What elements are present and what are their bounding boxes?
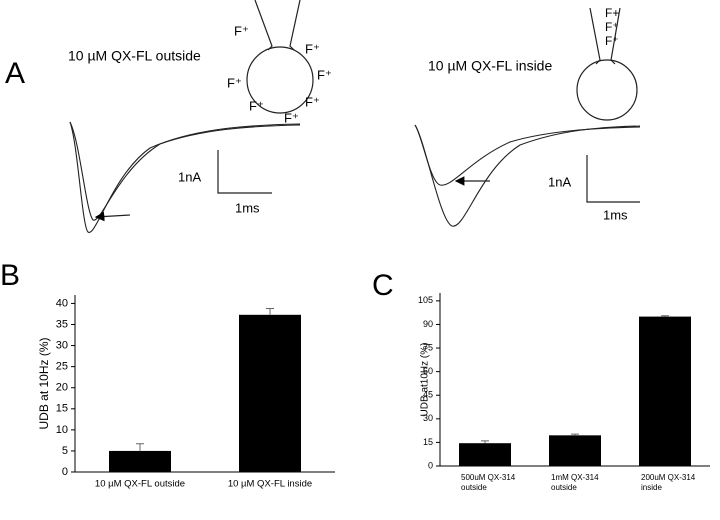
y-tick-label: 75 xyxy=(423,342,433,352)
x-tick-label: outside xyxy=(461,483,487,492)
bar xyxy=(459,443,511,466)
error-bar xyxy=(136,443,144,451)
f-label: F+ xyxy=(605,6,619,20)
x-tick-label: 500uM QX-314 xyxy=(461,473,516,482)
f-label: F⁺ xyxy=(305,41,320,56)
x-tick-label: 1mM QX-314 xyxy=(551,473,599,482)
error-bar xyxy=(266,307,274,315)
panel-label: A xyxy=(5,57,25,90)
y-tick-label: 10 xyxy=(56,424,68,436)
bar xyxy=(239,314,301,472)
f-label: F⁺ xyxy=(605,20,619,34)
f-label: F⁺ xyxy=(305,94,320,109)
f-label: F⁺ xyxy=(249,98,264,113)
y-tick-label: 20 xyxy=(56,382,68,394)
y-tick-label: 35 xyxy=(56,318,68,330)
y-tick-label: 105 xyxy=(418,295,433,305)
x-tick-label: inside xyxy=(641,483,662,492)
error-bar xyxy=(661,315,669,317)
f-label: F⁺ xyxy=(227,75,242,90)
scale-label: 1nA xyxy=(548,174,571,189)
y-tick-label: 0 xyxy=(62,466,68,478)
y-tick-label: 15 xyxy=(423,437,433,447)
panel-label: C xyxy=(372,269,394,302)
scale-label: 1ms xyxy=(235,200,260,215)
y-axis-label: UDB at10Hz (%) xyxy=(420,343,431,417)
scale-label: 1nA xyxy=(178,169,201,184)
current-traces xyxy=(414,124,641,227)
y-tick-label: 60 xyxy=(423,366,433,376)
current-traces xyxy=(69,121,301,233)
y-tick-label: 5 xyxy=(62,445,68,457)
scale-label: 1ms xyxy=(603,207,628,222)
y-tick-label: 25 xyxy=(56,361,68,373)
f-label: F⁺ xyxy=(284,110,299,125)
bar xyxy=(109,450,171,472)
y-tick-label: 30 xyxy=(56,339,68,351)
error-bar xyxy=(571,433,579,436)
panel-label: B xyxy=(0,259,20,292)
y-tick-label: 90 xyxy=(423,319,433,329)
condition-title: 10 µM QX-FL outside xyxy=(68,48,201,64)
f-label: F⁺ xyxy=(234,23,249,38)
cell-diagram xyxy=(576,7,638,121)
bar xyxy=(549,435,601,466)
y-tick-label: 15 xyxy=(56,403,68,415)
bar xyxy=(639,316,691,466)
y-tick-label: 45 xyxy=(423,390,433,400)
condition-title: 10 µM QX-FL inside xyxy=(428,58,552,74)
y-tick-label: 30 xyxy=(423,413,433,423)
y-tick-label: 40 xyxy=(56,297,68,309)
x-tick-label: 10 µM QX-FL outside xyxy=(95,479,185,490)
y-tick-label: 0 xyxy=(428,460,433,470)
x-tick-label: 10 µM QX-FL inside xyxy=(228,479,312,490)
f-label: F⁺ xyxy=(317,67,332,82)
y-axis-label: UDB at 10Hz (%) xyxy=(37,337,51,429)
x-tick-label: 200uM QX-314 xyxy=(641,473,696,482)
error-bar xyxy=(481,440,489,444)
x-tick-label: outside xyxy=(551,483,577,492)
cell-diagram xyxy=(246,0,314,114)
f-label: F⁺ xyxy=(605,34,619,48)
